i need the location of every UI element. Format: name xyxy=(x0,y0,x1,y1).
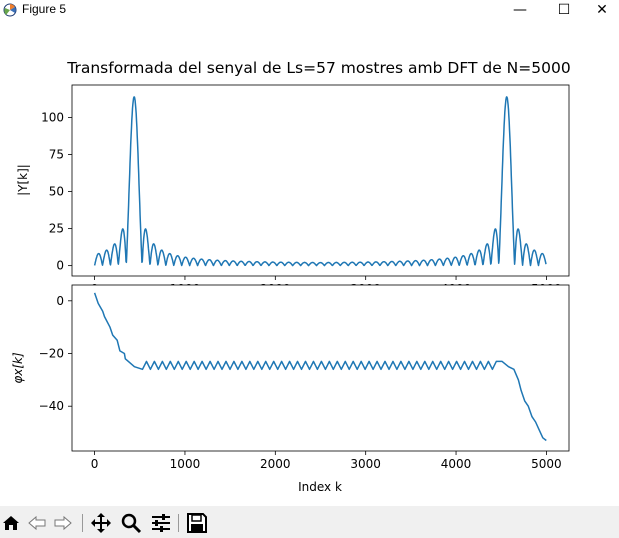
phase-ylabel: φx[k] xyxy=(11,352,25,384)
phase-axes: 0 1000 2000 3000 4000 5000 0 −20 −40 φx[k] Index… xyxy=(11,284,570,494)
zoom-button[interactable] xyxy=(120,512,142,534)
figure-title: Transformada del senyal de Ls=57 mostres… xyxy=(66,59,570,77)
back-button[interactable] xyxy=(26,512,48,534)
home-button[interactable] xyxy=(0,512,22,534)
magnitude-line xyxy=(93,96,547,267)
y-tick-label: 0 xyxy=(56,294,64,308)
maximize-icon: ☐ xyxy=(557,2,571,18)
pan-icon xyxy=(91,513,111,533)
phase-line xyxy=(93,292,547,442)
y-tick-label: 75 xyxy=(49,148,64,162)
phase-xlabel: Index k xyxy=(298,480,342,494)
y-tick-label: 25 xyxy=(49,222,64,236)
zoom-icon xyxy=(121,513,142,534)
forward-button[interactable] xyxy=(52,512,74,534)
minimize-button[interactable]: — xyxy=(497,0,543,20)
window-titlebar: Figure 5 — ☐ ✕ xyxy=(0,0,619,20)
magnitude-axes: 0100020003000400050000255075100 |Y[k]| xyxy=(16,84,570,296)
y-tick-label: −40 xyxy=(39,399,64,413)
figure-svg: Transformada del senyal de Ls=57 mostres… xyxy=(11,59,571,494)
magnitude-ylabel: |Y[k]| xyxy=(16,164,30,196)
back-icon xyxy=(28,515,46,531)
figure-canvas[interactable]: Transformada del senyal de Ls=57 mostres… xyxy=(0,20,619,506)
save-button[interactable] xyxy=(186,512,208,534)
matplotlib-icon xyxy=(3,3,17,17)
home-icon xyxy=(3,516,19,530)
close-icon: ✕ xyxy=(596,2,608,18)
x-tick-label: 5000 xyxy=(531,457,562,471)
toolbar-separator xyxy=(82,514,83,532)
y-tick-label: 0 xyxy=(56,259,64,273)
x-tick-label: 2000 xyxy=(260,457,291,471)
phase-ticks: 0 1000 2000 3000 4000 5000 0 −20 −40 xyxy=(39,294,562,471)
close-button[interactable]: ✕ xyxy=(585,0,619,20)
magnitude-axes-frame xyxy=(71,84,570,277)
toolbar-separator xyxy=(178,514,179,532)
x-tick-label: 1000 xyxy=(170,457,201,471)
configure-subplots-icon xyxy=(152,514,170,532)
save-icon xyxy=(187,513,207,533)
maximize-button[interactable]: ☐ xyxy=(541,0,587,20)
x-tick-label: 0 xyxy=(91,457,99,471)
forward-icon xyxy=(54,515,72,531)
minimize-icon: — xyxy=(513,2,527,18)
pan-button[interactable] xyxy=(90,512,112,534)
y-tick-label: 100 xyxy=(41,111,64,125)
x-tick-label: 3000 xyxy=(350,457,381,471)
y-tick-label: 50 xyxy=(49,185,64,199)
window-title: Figure 5 xyxy=(22,2,67,16)
configure-subplots-button[interactable] xyxy=(150,512,172,534)
x-tick-label: 4000 xyxy=(441,457,472,471)
y-tick-label: −20 xyxy=(39,347,64,361)
navigation-toolbar xyxy=(0,506,619,538)
phase-axes-frame xyxy=(71,284,570,452)
